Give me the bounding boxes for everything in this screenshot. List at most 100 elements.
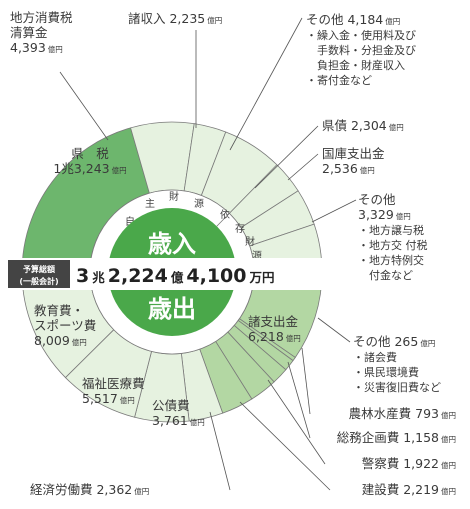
revenue-label-3: その他 4,184 億円・繰入金・使用料及び 手数料・分担金及び 負担金・財産収入… — [306, 12, 416, 87]
ring-label-dep-2: 財 — [245, 235, 255, 248]
revenue-leader-5 — [287, 153, 319, 181]
revenue-label-5-line-0: 国庫支出金 — [322, 146, 385, 161]
revenue-label-1-line-2: 4,393 億円 — [10, 40, 63, 55]
revenue-label-6-line-4: ・地方特例交 — [358, 253, 424, 267]
expenditure-label-3: 総務企画費 1,158 億円 — [337, 430, 456, 445]
expenditure-leader-2 — [301, 347, 311, 415]
expenditure-leader-4 — [267, 379, 326, 465]
revenue-label-4: 県債 2,304 億円 — [322, 118, 404, 133]
expenditure-label-7-unit: 億円 — [190, 417, 205, 427]
revenue-label-3-unit: 億円 — [385, 16, 400, 26]
total-tag-line2: (一般会計) — [19, 276, 58, 286]
ring-label-own-3: 源 — [194, 197, 204, 210]
leader-lines-layer — [59, 17, 357, 491]
revenue-label-2-unit: 億円 — [207, 15, 222, 25]
slices-layer — [21, 121, 323, 423]
revenue-label-6-unit: 億円 — [396, 211, 411, 221]
revenue-leader-1 — [59, 71, 109, 141]
expenditure-label-6-line-0: 経済労働費 2,362 億円 — [30, 482, 149, 497]
center-revenue-label: 歳入 — [148, 230, 196, 258]
expenditure-leader-6 — [209, 411, 231, 491]
revenue-label-1-line-1: 清算金 — [10, 25, 48, 40]
expenditure-label-5: 建設費 2,219 億円 — [362, 482, 456, 497]
ring-label-own-1: 主 — [145, 198, 155, 210]
expenditure-label-9-unit: 億円 — [72, 337, 87, 347]
revenue-label-0-line-1: 1兆3,243 億円 — [53, 161, 126, 176]
revenue-label-6-line-3: ・地方交 付税 — [358, 238, 428, 252]
expenditure-label-5-unit: 億円 — [441, 486, 456, 496]
revenue-leader-4 — [254, 125, 319, 189]
revenue-label-1-unit: 億円 — [48, 44, 63, 54]
total-part-1: 兆 — [92, 270, 105, 285]
expenditure-label-0-unit: 億円 — [286, 333, 301, 343]
revenue-label-6-line-2: ・地方譲与税 — [358, 223, 424, 237]
ring-label-dep-0: 依 — [220, 208, 230, 221]
expenditure-label-3-line-0: 総務企画費 1,158 億円 — [337, 430, 456, 445]
revenue-label-2: 諸収入 2,235 億円 — [128, 11, 222, 26]
revenue-label-3-line-4: ・寄付金など — [306, 73, 372, 87]
expenditure-label-1-line-2: ・県民環境費 — [353, 365, 419, 379]
expenditure-label-6: 経済労働費 2,362 億円 — [30, 482, 149, 497]
expenditure-label-8-unit: 億円 — [120, 395, 135, 405]
expenditure-label-1-unit: 億円 — [420, 338, 435, 348]
revenue-label-3-line-2: 手数料・分担金及び — [306, 43, 416, 57]
revenue-label-0-line-0: 県 税 — [71, 146, 109, 161]
total-part-4: 4,100 — [186, 265, 246, 287]
total-part-2: 2,224 — [108, 265, 168, 287]
expenditure-label-2-line-0: 農林水産費 793 億円 — [349, 406, 456, 421]
expenditure-label-2: 農林水産費 793 億円 — [349, 406, 456, 421]
ring-label-own-0: 自 — [125, 215, 135, 228]
ring-label-own-2: 財 — [169, 190, 179, 203]
revenue-label-3-line-0: その他 4,184 億円 — [306, 12, 400, 27]
revenue-label-0-unit: 億円 — [112, 165, 127, 175]
expenditure-label-8-line-0: 福祉医療費 — [82, 376, 145, 391]
revenue-label-6-line-5: 付金など — [358, 268, 413, 282]
total-part-3: 億 — [171, 270, 184, 285]
expenditure-label-1: その他 265 億円・諸会費・県民環境費・災害復旧費など — [353, 334, 441, 394]
ring-divider — [216, 213, 230, 227]
expenditure-leader-1 — [317, 317, 351, 343]
expenditure-label-0-line-0: 諸支出金 — [248, 314, 299, 329]
total-tag-line1: 予算総額 — [23, 264, 55, 274]
expenditure-label-6-unit: 億円 — [134, 486, 149, 496]
revenue-label-2-line-0: 諸収入 2,235 億円 — [128, 11, 222, 26]
ring-label-dep-3: 源 — [252, 249, 262, 262]
revenue-leader-6 — [311, 199, 357, 223]
revenue-label-1-line-0: 地方消費税 — [10, 10, 73, 25]
expenditure-label-7-line-0: 公債費 — [152, 398, 190, 413]
revenue-label-5-line-1: 2,536 億円 — [322, 161, 375, 176]
revenue-label-6-line-0: その他 — [358, 192, 396, 207]
expenditure-label-2-unit: 億円 — [441, 410, 456, 420]
expenditure-label-1-line-3: ・災害復旧費など — [353, 380, 441, 394]
center-expenditure-label: 歳出 — [148, 295, 196, 323]
expenditure-label-9-line-0: 教育費・ — [34, 303, 84, 318]
revenue-label-3-line-3: 負担金・財産収入 — [306, 58, 405, 72]
revenue-label-4-unit: 億円 — [389, 122, 404, 132]
revenue-label-5-unit: 億円 — [360, 165, 375, 175]
expenditure-leader-3 — [287, 361, 311, 439]
expenditure-label-1-line-1: ・諸会費 — [353, 350, 397, 364]
revenue-label-4-line-0: 県債 2,304 億円 — [322, 118, 404, 133]
expenditure-label-4: 警察費 1,922 億円 — [362, 456, 456, 471]
revenue-label-6-line-1: 3,329 億円 — [358, 207, 411, 222]
expenditure-label-5-line-0: 建設費 2,219 億円 — [362, 482, 456, 497]
expenditure-label-3-unit: 億円 — [441, 434, 456, 444]
expenditure-label-1-line-0: その他 265 億円 — [353, 334, 435, 349]
total-part-0: 3 — [76, 265, 89, 287]
total-part-5: 万円 — [248, 270, 274, 285]
expenditure-label-4-line-0: 警察費 1,922 億円 — [362, 456, 456, 471]
ring-label-dep-1: 存 — [235, 222, 245, 235]
total-tag-box — [8, 260, 70, 288]
total-amount: 3 兆 2,224 億 4,100 万円 — [76, 265, 275, 287]
expenditure-leader-5 — [239, 401, 331, 491]
revenue-label-3-line-1: ・繰入金・使用料及び — [306, 28, 416, 42]
expenditure-label-9-line-1: スポーツ費 — [34, 318, 96, 333]
revenue-leader-3 — [229, 17, 303, 151]
expenditure-label-4-unit: 億円 — [441, 460, 456, 470]
